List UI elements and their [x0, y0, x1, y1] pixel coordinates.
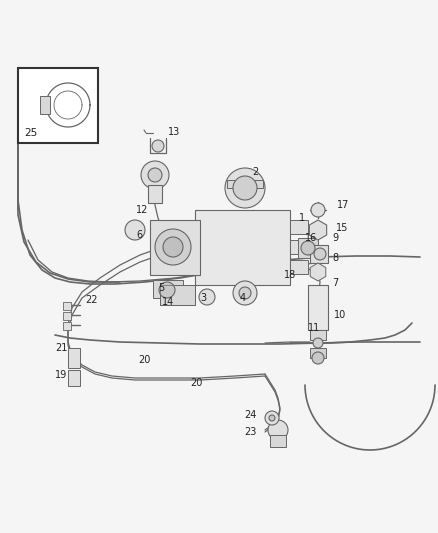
Text: 11: 11	[308, 323, 320, 333]
Circle shape	[199, 289, 215, 305]
Bar	[310, 348, 326, 358]
Bar	[290, 260, 308, 274]
Circle shape	[233, 176, 257, 200]
Text: 7: 7	[332, 278, 338, 288]
Bar	[63, 302, 71, 310]
Bar	[310, 330, 326, 340]
Circle shape	[314, 248, 326, 260]
Circle shape	[159, 282, 175, 298]
Text: 13: 13	[168, 127, 180, 137]
Bar	[270, 435, 286, 447]
Text: 21: 21	[55, 343, 67, 353]
Circle shape	[163, 237, 183, 257]
Text: 18: 18	[284, 270, 296, 280]
Text: 24: 24	[244, 410, 256, 420]
Circle shape	[152, 140, 164, 152]
Circle shape	[265, 411, 279, 425]
Bar	[18, 68, 98, 143]
Text: 15: 15	[336, 223, 348, 233]
Text: 22: 22	[85, 295, 98, 305]
Circle shape	[311, 203, 325, 217]
Bar	[290, 240, 308, 254]
Circle shape	[225, 168, 265, 208]
Circle shape	[301, 241, 315, 255]
Circle shape	[313, 338, 323, 348]
Text: 20: 20	[138, 355, 150, 365]
Bar	[227, 180, 263, 188]
Bar	[298, 238, 318, 258]
Text: 1: 1	[299, 213, 305, 223]
Bar	[195, 210, 290, 285]
Bar	[310, 245, 328, 263]
Text: 8: 8	[332, 253, 338, 263]
Text: 6: 6	[136, 230, 142, 240]
Text: 14: 14	[162, 297, 174, 307]
Circle shape	[269, 415, 275, 421]
Circle shape	[239, 287, 251, 299]
Circle shape	[233, 281, 257, 305]
Text: 16: 16	[305, 233, 317, 243]
Bar	[148, 185, 162, 203]
Bar	[153, 280, 183, 298]
Bar	[308, 285, 328, 330]
Text: 2: 2	[252, 167, 258, 177]
Text: 17: 17	[337, 200, 350, 210]
Bar	[290, 220, 308, 234]
Bar	[150, 220, 200, 275]
Circle shape	[155, 229, 191, 265]
Text: 10: 10	[334, 310, 346, 320]
Text: 19: 19	[55, 370, 67, 380]
Text: 4: 4	[240, 293, 246, 303]
Bar	[160, 285, 195, 305]
Bar	[63, 322, 71, 330]
Text: 12: 12	[136, 205, 148, 215]
Text: 23: 23	[244, 427, 256, 437]
Circle shape	[268, 420, 288, 440]
Bar	[68, 370, 80, 386]
Bar	[40, 96, 50, 114]
Text: 20: 20	[190, 378, 202, 388]
Circle shape	[125, 220, 145, 240]
Bar	[63, 312, 71, 320]
Text: 25: 25	[24, 128, 37, 138]
Bar	[160, 285, 195, 305]
Circle shape	[148, 168, 162, 182]
Text: 9: 9	[332, 233, 338, 243]
Text: 3: 3	[200, 293, 206, 303]
Bar	[68, 348, 80, 368]
Circle shape	[141, 161, 169, 189]
Text: 5: 5	[158, 283, 164, 293]
Circle shape	[312, 352, 324, 364]
